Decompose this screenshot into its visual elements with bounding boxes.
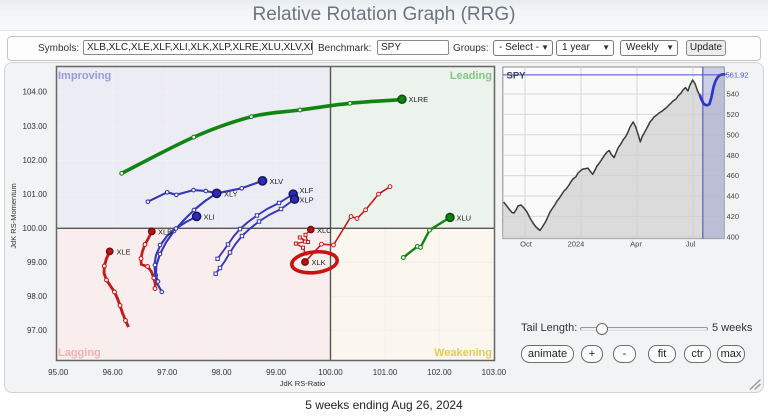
- svg-text:420: 420: [727, 212, 740, 221]
- svg-text:XLE: XLE: [117, 248, 131, 257]
- svg-text:XLI: XLI: [204, 213, 215, 222]
- svg-text:97.00: 97.00: [27, 326, 48, 335]
- svg-text:97.00: 97.00: [157, 368, 178, 377]
- svg-text:XLY: XLY: [224, 190, 238, 199]
- svg-text:561.92: 561.92: [726, 71, 749, 80]
- svg-text:Apr: Apr: [630, 240, 642, 249]
- svg-text:XLU: XLU: [457, 214, 472, 223]
- svg-text:Jul: Jul: [686, 240, 696, 249]
- svg-text:460: 460: [727, 171, 740, 180]
- svg-text:102.00: 102.00: [23, 156, 48, 165]
- svg-text:104.00: 104.00: [23, 88, 48, 97]
- svg-text:95.00: 95.00: [48, 368, 69, 377]
- svg-text:XLF: XLF: [300, 186, 314, 195]
- svg-text:Weakening: Weakening: [434, 347, 492, 359]
- svg-text:JdK RS-Momentum: JdK RS-Momentum: [9, 183, 18, 248]
- svg-text:XLB: XLB: [158, 228, 172, 237]
- svg-text:Oct: Oct: [520, 240, 533, 249]
- svg-text:SPY: SPY: [507, 71, 527, 82]
- svg-text:99.00: 99.00: [27, 258, 48, 267]
- svg-text:101.00: 101.00: [23, 190, 48, 199]
- svg-text:XLP: XLP: [300, 195, 314, 204]
- svg-text:XLK: XLK: [312, 258, 326, 267]
- svg-text:101.00: 101.00: [373, 368, 398, 377]
- svg-text:100.00: 100.00: [318, 368, 343, 377]
- svg-text:99.00: 99.00: [266, 368, 287, 377]
- svg-text:103.00: 103.00: [23, 122, 48, 131]
- svg-text:500: 500: [727, 130, 740, 139]
- svg-text:Leading: Leading: [450, 70, 492, 82]
- svg-text:540: 540: [727, 90, 740, 99]
- svg-text:98.00: 98.00: [212, 368, 233, 377]
- svg-text:98.00: 98.00: [27, 292, 48, 301]
- svg-text:100.00: 100.00: [23, 224, 48, 233]
- svg-text:103.00: 103.00: [482, 368, 507, 377]
- svg-text:96.00: 96.00: [103, 368, 124, 377]
- svg-text:XLRE: XLRE: [409, 95, 429, 104]
- svg-text:400: 400: [727, 232, 740, 241]
- svg-text:XLC: XLC: [317, 226, 332, 235]
- svg-text:102.00: 102.00: [427, 368, 452, 377]
- svg-text:JdK RS-Ratio: JdK RS-Ratio: [280, 379, 325, 388]
- svg-text:2024: 2024: [568, 240, 585, 249]
- svg-text:480: 480: [727, 151, 740, 160]
- svg-text:Improving: Improving: [58, 70, 111, 82]
- svg-text:Lagging: Lagging: [58, 347, 101, 359]
- svg-text:520: 520: [727, 110, 740, 119]
- svg-text:440: 440: [727, 192, 740, 201]
- svg-text:XLV: XLV: [270, 177, 284, 186]
